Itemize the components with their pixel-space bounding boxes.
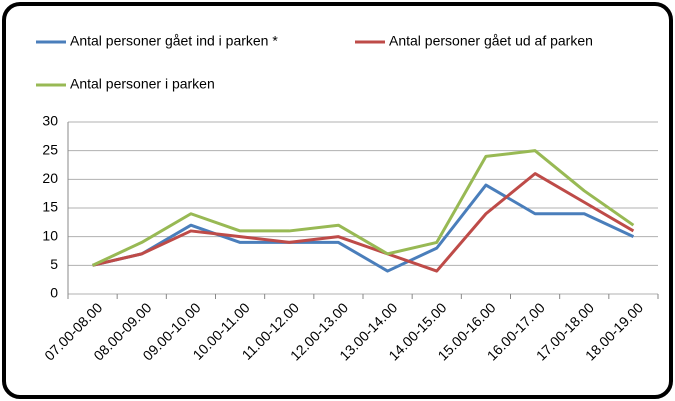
y-tick-label: 20 <box>42 170 58 186</box>
legend-label: Antal personer i parken <box>70 76 215 92</box>
legend-label: Antal personer gået ud af parken <box>389 33 593 49</box>
series-line <box>92 172 635 273</box>
series-line <box>91 149 635 267</box>
legend-label: Antal personer gået ind i parken * <box>70 33 278 49</box>
y-tick-label: 25 <box>42 141 58 157</box>
y-tick-label: 10 <box>42 227 58 243</box>
y-tick-label: 5 <box>50 256 58 272</box>
series-line <box>92 183 635 273</box>
y-tick-label: 30 <box>42 113 58 129</box>
y-tick-label: 15 <box>42 199 58 215</box>
y-tick-label: 0 <box>50 285 58 301</box>
